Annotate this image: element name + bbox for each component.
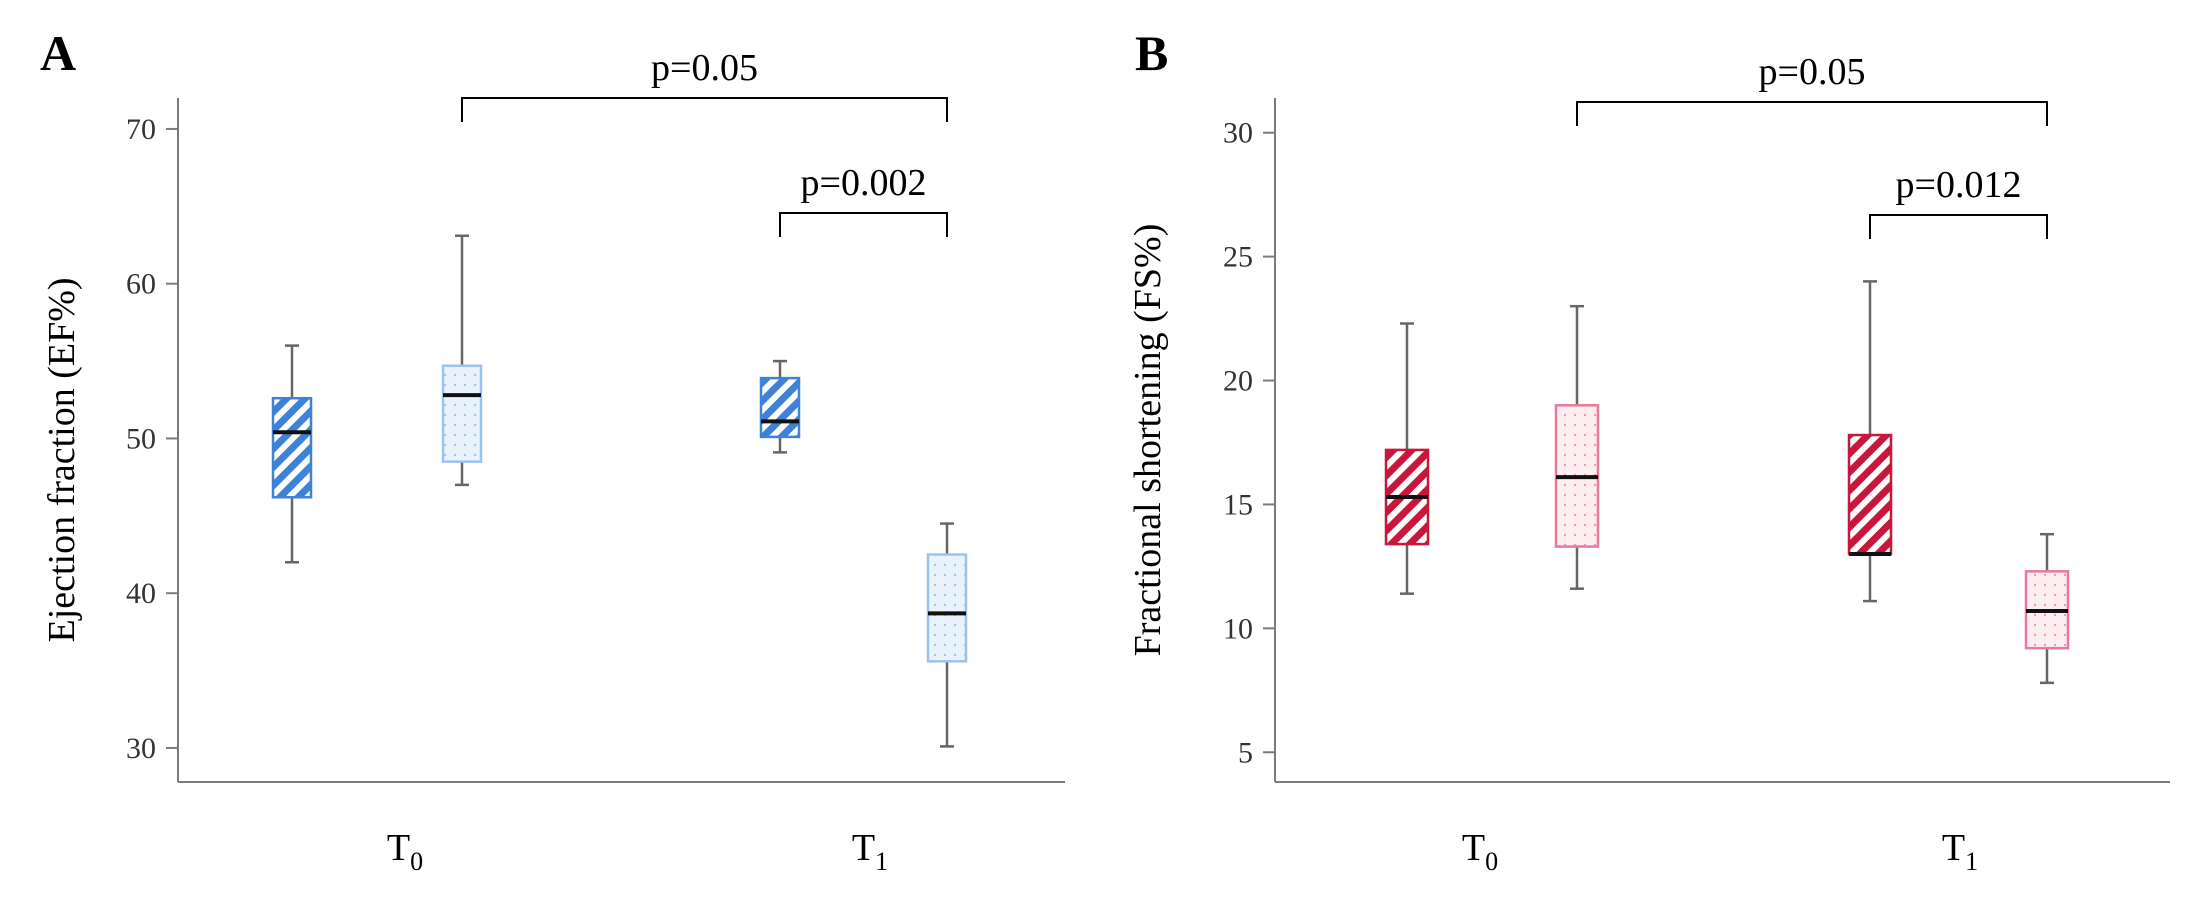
- y-tick-label: 30: [1223, 117, 1253, 150]
- y-tick-label: 30: [126, 732, 156, 765]
- y-tick-label: 5: [1238, 736, 1253, 769]
- significance-bracket: p=0.05: [461, 47, 948, 122]
- significance-bracket: p=0.012: [1869, 164, 2048, 239]
- y-axis-title-a: Ejection fraction (EF%): [41, 277, 83, 642]
- p-value-label: p=0.012: [1896, 164, 2022, 206]
- x-categories-a: T0 T1: [387, 827, 888, 876]
- panel-label-b: B: [1135, 25, 1168, 81]
- box-iqr: [759, 376, 801, 439]
- bracket-line: [779, 212, 948, 237]
- y-tick-label: 10: [1223, 612, 1253, 645]
- box-dotted-4: [926, 522, 968, 748]
- box-iqr: [441, 364, 483, 463]
- x-category-label: T0: [387, 827, 423, 876]
- bracket-line: [1869, 214, 2048, 239]
- significance-b: p=0.05 p=0.012: [1576, 51, 2048, 239]
- boxes-a: [271, 234, 968, 748]
- y-ticks-b: 5 10 15 20 25 30: [1223, 117, 1275, 769]
- x-category-label: T1: [852, 827, 888, 876]
- box-hatched-1: [1384, 322, 1430, 595]
- significance-a: p=0.05 p=0.002: [461, 47, 948, 237]
- box-dotted-4: [2024, 532, 2070, 685]
- significance-bracket: p=0.002: [779, 162, 948, 237]
- boxes-b: [1384, 280, 2070, 685]
- x-category-label: T0: [1462, 827, 1498, 876]
- p-value-label: p=0.05: [651, 47, 758, 89]
- box-iqr: [926, 553, 968, 663]
- box-iqr: [271, 396, 313, 499]
- y-tick-label: 15: [1223, 488, 1253, 521]
- significance-bracket: p=0.05: [1576, 51, 2048, 126]
- box-iqr: [1847, 433, 1893, 556]
- y-tick-label: 25: [1223, 241, 1253, 274]
- box-dotted-2: [1554, 304, 1600, 590]
- bracket-line: [461, 97, 948, 122]
- box-hatched-3: [759, 359, 801, 454]
- y-tick-label: 40: [126, 577, 156, 610]
- y-ticks-a: 30 40 50 60 70: [126, 113, 178, 765]
- box-hatched-1: [271, 344, 313, 564]
- x-category-label: T1: [1942, 827, 1978, 876]
- p-value-label: p=0.002: [801, 162, 927, 204]
- y-tick-label: 70: [126, 113, 156, 146]
- box-dotted-2: [441, 234, 483, 487]
- box-hatched-3: [1847, 280, 1893, 603]
- x-categories-b: T0 T1: [1462, 827, 1978, 876]
- y-tick-label: 20: [1223, 365, 1253, 398]
- panel-b: B Fractional shortening (FS%) 5 10 15 20 25 3…: [1127, 25, 2170, 876]
- y-tick-label: 50: [126, 422, 156, 455]
- p-value-label: p=0.05: [1759, 51, 1866, 93]
- bracket-line: [1576, 101, 2048, 126]
- y-axis-title-b: Fractional shortening (FS%): [1127, 224, 1169, 657]
- panel-label-a: A: [40, 25, 76, 81]
- y-tick-label: 60: [126, 268, 156, 301]
